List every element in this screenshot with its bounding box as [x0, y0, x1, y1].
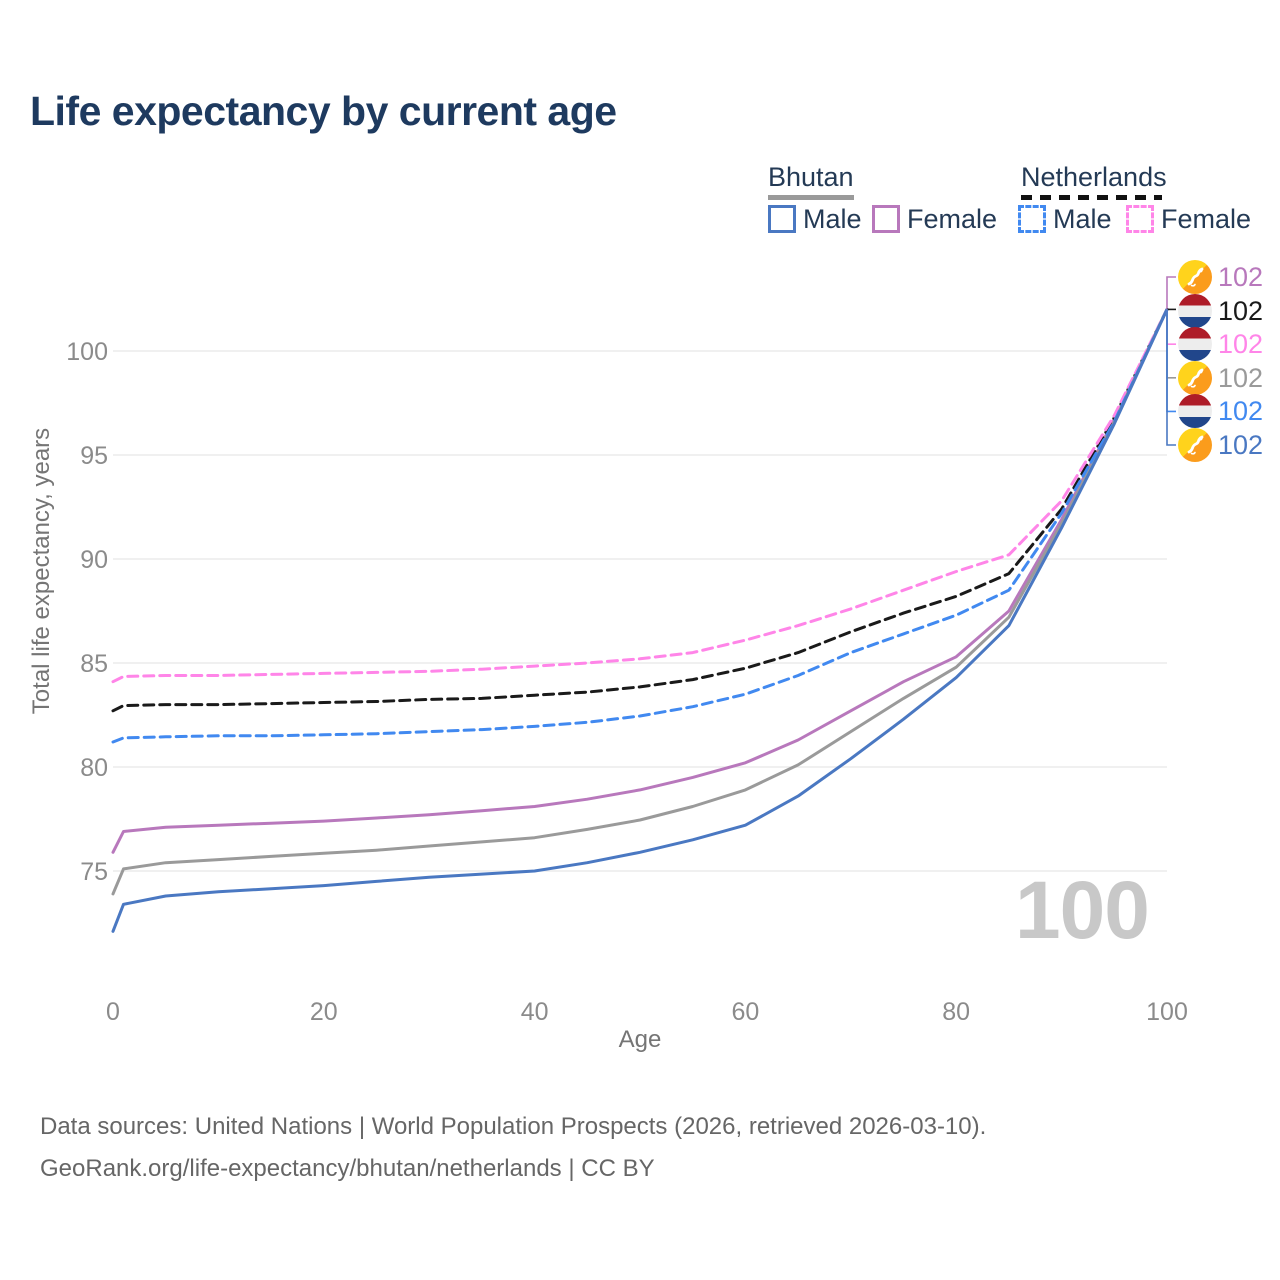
legend-item-netherlands-male[interactable]: Male	[1018, 203, 1112, 234]
y-tick-75: 75	[80, 858, 108, 886]
y-tick-95: 95	[80, 442, 108, 470]
legend-item-label: Male	[1053, 203, 1112, 234]
page-title: Life expectancy by current age	[30, 88, 617, 134]
bhutan-flag-icon	[1178, 361, 1212, 395]
leader-line-bhutan-male	[1166, 309, 1176, 446]
series-line-netherlands-female[interactable]	[111, 307, 1169, 684]
legend-group-netherlands[interactable]: Netherlands	[1021, 162, 1167, 200]
end-value: 102	[1218, 429, 1264, 460]
netherlands-male-swatch-icon	[1018, 205, 1046, 233]
end-label-row-netherlands-both-sexes: 102	[1178, 294, 1263, 328]
series-line-bhutan-female[interactable]	[111, 307, 1169, 854]
line-chart: 75 80 85 90 95 100 0 20 40 60 80 100	[66, 276, 1188, 1026]
attribution-text: GeoRank.org/life-expectancy/bhutan/nethe…	[40, 1155, 655, 1182]
legend-item-bhutan-male[interactable]: Male	[768, 203, 862, 234]
y-tick-85: 85	[80, 650, 108, 678]
netherlands-flag-icon	[1178, 327, 1212, 361]
netherlands-flag-icon	[1178, 294, 1212, 328]
end-label-row-bhutan-both-sexes: 102	[1178, 361, 1263, 395]
end-label-row-netherlands-male: 102	[1178, 394, 1263, 428]
age-watermark: 100	[1015, 865, 1150, 956]
end-value: 102	[1218, 395, 1264, 426]
bhutan-line-swatch	[768, 195, 854, 200]
netherlands-flag-icon	[1178, 394, 1212, 428]
x-tick-60: 60	[731, 998, 759, 1026]
series-line-netherlands-both-sexes[interactable]	[111, 307, 1169, 713]
leader-line-netherlands-female	[1166, 309, 1176, 345]
netherlands-female-swatch-icon	[1126, 205, 1154, 233]
legend-group-netherlands-label: Netherlands	[1021, 162, 1167, 192]
x-tick-20: 20	[310, 998, 338, 1026]
x-tick-80: 80	[942, 998, 970, 1026]
bhutan-female-swatch-icon	[872, 205, 900, 233]
series-line-netherlands-male[interactable]	[111, 307, 1169, 744]
end-value: 102	[1218, 295, 1264, 326]
leader-line-bhutan-female	[1166, 276, 1176, 310]
bhutan-flag-icon	[1178, 428, 1212, 462]
y-tick-100: 100	[66, 338, 108, 366]
leader-line-netherlands-male	[1166, 309, 1176, 413]
legend-item-netherlands-female[interactable]: Female	[1126, 203, 1252, 234]
series-line-bhutan-male[interactable]	[111, 307, 1169, 933]
end-value: 102	[1218, 328, 1264, 359]
y-axis-title: Total life expectancy, years	[28, 427, 55, 715]
legend-group-bhutan[interactable]: Bhutan	[768, 162, 854, 200]
series-line-bhutan-both-sexes[interactable]	[111, 307, 1169, 896]
end-label-row-bhutan-male: 102	[1178, 428, 1263, 462]
legend-item-bhutan-female[interactable]: Female	[872, 203, 998, 234]
bhutan-male-swatch-icon	[768, 205, 796, 233]
x-tick-100: 100	[1146, 998, 1188, 1026]
end-label-row-bhutan-female: 102	[1178, 260, 1263, 294]
y-tick-80: 80	[80, 754, 108, 782]
y-tick-90: 90	[80, 546, 108, 574]
end-value: 102	[1218, 261, 1264, 292]
bhutan-flag-icon	[1178, 260, 1212, 294]
end-label-row-netherlands-female: 102	[1178, 327, 1263, 361]
end-value: 102	[1218, 362, 1264, 393]
x-tick-0: 0	[106, 998, 120, 1026]
x-axis-title: Age	[618, 1026, 662, 1053]
data-sources-text: Data sources: United Nations | World Pop…	[40, 1113, 987, 1140]
x-tick-40: 40	[521, 998, 549, 1026]
netherlands-line-swatch	[1021, 195, 1162, 200]
legend-item-label: Male	[803, 203, 862, 234]
legend-group-bhutan-label: Bhutan	[768, 162, 854, 192]
legend-item-label: Female	[1161, 203, 1252, 234]
footer: Data sources: United Nations | World Pop…	[40, 1106, 986, 1190]
legend-item-label: Female	[907, 203, 998, 234]
